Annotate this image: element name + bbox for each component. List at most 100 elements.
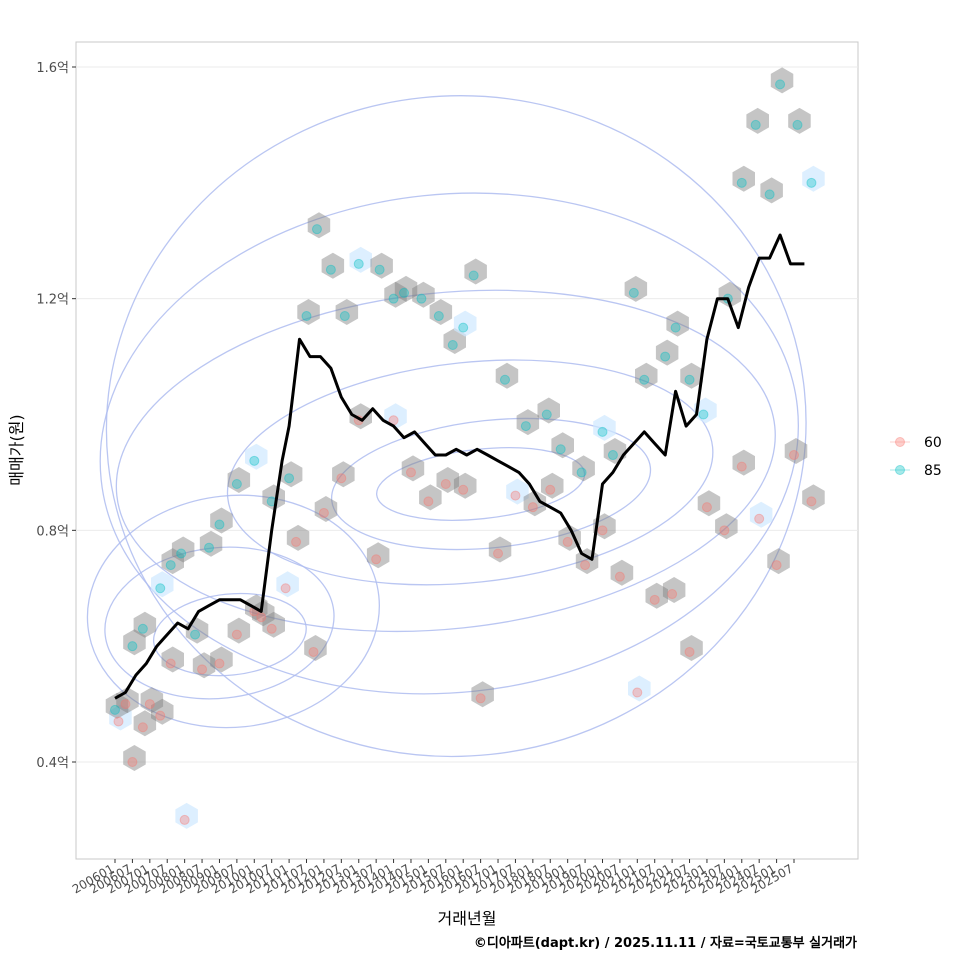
point-layer	[110, 79, 817, 825]
point-85-42	[764, 189, 775, 200]
caption: ©디아파트(dapt.kr) / 2025.11.11 / 자료=국토교통부 실…	[474, 935, 857, 951]
point-60-32	[580, 560, 591, 571]
hexbin-55	[227, 467, 251, 493]
hexbin-42	[749, 501, 773, 528]
hexbin-39	[697, 490, 721, 517]
point-60-35	[632, 687, 643, 698]
hexbin-66	[394, 275, 418, 302]
hexbin-90	[788, 107, 811, 134]
legend-key-60	[895, 437, 905, 447]
hexbin-3	[133, 710, 157, 737]
contour-1	[104, 546, 335, 700]
trend-line	[114, 233, 805, 700]
hexbin-47	[123, 629, 146, 656]
point-60-26	[475, 693, 486, 704]
hexbin-15	[286, 524, 310, 551]
point-85-7	[204, 542, 215, 553]
point-60-20	[371, 554, 382, 565]
point-85-14	[311, 224, 322, 235]
point-85-25	[468, 270, 479, 281]
hexbin-85	[718, 281, 742, 308]
hexbin-35	[628, 675, 651, 702]
density-contours	[86, 95, 807, 758]
point-60-24	[440, 479, 451, 489]
point-85-24	[458, 322, 469, 333]
contour-6	[115, 289, 776, 633]
point-60-30	[545, 484, 556, 495]
point-60-31	[562, 536, 573, 547]
point-85-19	[388, 293, 399, 304]
hexbin-50	[161, 548, 184, 575]
hexbin-31	[558, 524, 581, 551]
point-60-12	[256, 612, 267, 623]
point-60-2	[127, 757, 138, 767]
hexbin-36	[645, 582, 668, 609]
point-60-10	[231, 629, 242, 640]
hexbin-76	[572, 455, 595, 482]
point-85-41	[750, 119, 761, 130]
hexbin-64	[370, 252, 393, 279]
point-85-45	[806, 177, 817, 188]
point-85-26	[499, 374, 510, 385]
point-85-9	[231, 479, 242, 489]
hexbin-56	[245, 443, 268, 470]
point-85-18	[374, 264, 385, 275]
hexbin-79	[624, 275, 648, 302]
point-60-16	[308, 646, 319, 657]
point-85-28	[541, 409, 552, 420]
point-85-17	[353, 258, 364, 269]
hexbin-13	[262, 611, 285, 638]
hexbin-38	[680, 635, 703, 661]
point-60-41	[736, 461, 747, 472]
contour-8	[105, 95, 807, 758]
point-60-1	[120, 699, 131, 710]
y-tick-label-1: 0.8억	[36, 524, 69, 539]
hexbin-67	[412, 281, 435, 308]
point-85-6	[190, 629, 201, 640]
point-85-0	[110, 704, 120, 715]
point-60-18	[336, 473, 347, 484]
point-60-37	[667, 589, 678, 600]
legend-label-85: 85	[924, 463, 942, 479]
hexbin-81	[655, 339, 679, 366]
hexbin-22	[401, 455, 425, 482]
legend: 60 85	[890, 435, 942, 479]
point-85-30	[576, 467, 587, 478]
hexbin-17	[314, 496, 338, 522]
hexbin-72	[495, 362, 519, 389]
hexbin-68	[429, 299, 453, 325]
point-85-4	[165, 560, 176, 571]
hexbin-44	[784, 438, 808, 464]
point-85-3	[155, 583, 166, 594]
hexbin-77	[593, 414, 616, 441]
hexbin-53	[199, 530, 223, 557]
point-85-29	[555, 444, 566, 455]
hexbin-14	[276, 571, 299, 598]
point-85-8	[214, 519, 225, 530]
point-85-13	[301, 311, 312, 322]
hexbin-62	[335, 299, 359, 325]
hexbin-5	[151, 698, 174, 725]
point-85-20	[399, 287, 410, 298]
hexbin-25	[453, 472, 477, 499]
contour-5	[226, 359, 714, 586]
point-85-27	[520, 421, 531, 432]
point-60-9	[214, 658, 225, 669]
point-60-25	[458, 484, 469, 495]
legend-key-85	[895, 465, 905, 475]
point-60-3	[137, 722, 148, 733]
point-60-44	[789, 450, 799, 461]
point-60-38	[684, 646, 695, 657]
hexbin-82	[666, 310, 689, 337]
point-85-23	[447, 340, 458, 350]
hexbin-88	[760, 177, 783, 204]
hexbin-18	[332, 461, 355, 488]
hexbin-23	[419, 484, 442, 511]
point-85-21	[416, 293, 427, 304]
y-tick-label-0: 0.4억	[36, 756, 69, 771]
point-60-39	[701, 502, 712, 513]
point-85-16	[339, 311, 350, 322]
hexbin-0	[109, 704, 132, 731]
point-60-36	[649, 594, 660, 605]
